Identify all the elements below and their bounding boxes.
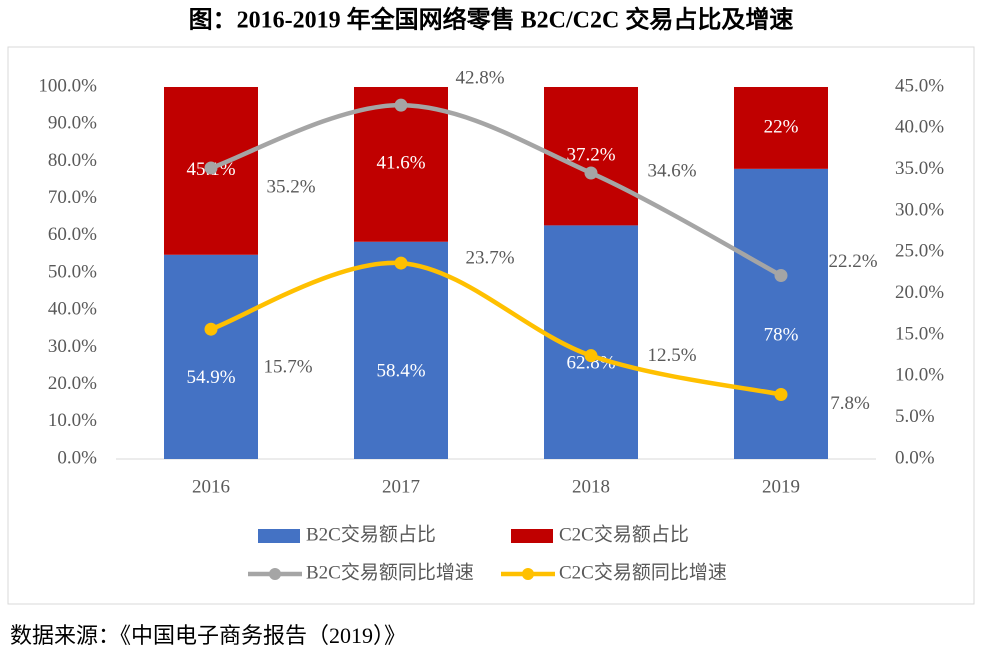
legend-swatch [258,529,300,543]
bar [734,87,828,169]
line-label: 22.2% [828,251,877,272]
bar [354,87,448,242]
y-tick-label: 20.0% [48,373,97,394]
bar-label: 58.4% [376,361,425,382]
y2-tick-label: 20.0% [895,282,944,303]
line-marker [774,388,788,402]
line [210,260,782,397]
x-tick-label: 2019 [762,476,800,497]
legend-swatch [511,529,553,543]
line-marker [584,349,598,363]
line [210,102,783,278]
y2-tick-label: 10.0% [895,365,944,386]
bar-label: 54.9% [186,367,235,388]
legend-label: B2C交易额同比增速 [306,561,474,583]
line-marker [394,256,408,270]
line-label: 42.8% [455,68,504,89]
y-tick-label: 50.0% [48,261,97,282]
line-marker [204,161,218,175]
y-tick-label: 0.0% [57,447,97,468]
bar [164,254,258,459]
y-tick-label: 90.0% [48,113,97,134]
line-marker [584,166,598,180]
line-label: 7.8% [830,393,870,414]
line-label: 15.7% [263,357,312,378]
y-tick-label: 80.0% [48,150,97,171]
source-note: 数据来源：《中国电子商务报告（2019）》 [10,623,406,648]
legend-swatch [269,568,281,580]
y2-tick-label: 45.0% [895,75,944,96]
legend-label: C2C交易额同比增速 [559,561,727,583]
legend-label: B2C交易额占比 [306,523,436,545]
line-label: 35.2% [266,176,315,197]
y2-tick-label: 15.0% [895,323,944,344]
y-tick-label: 40.0% [48,299,97,320]
line-label: 23.7% [465,247,514,268]
line-marker [204,322,218,336]
y-tick-label: 30.0% [48,336,97,357]
bar [734,168,828,459]
y2-tick-label: 0.0% [895,447,935,468]
line-label: 12.5% [647,345,696,366]
y-tick-label: 100.0% [38,75,97,96]
y2-tick-label: 35.0% [895,158,944,179]
x-tick-label: 2018 [572,476,610,497]
y2-tick-label: 25.0% [895,241,944,262]
x-tick-label: 2017 [382,476,420,497]
chart-frame [7,46,975,605]
y2-tick-label: 30.0% [895,199,944,220]
bar-label: 41.6% [376,153,425,174]
bar-label: 37.2% [566,145,615,166]
x-tick-label: 2016 [192,476,230,497]
y-tick-label: 10.0% [48,410,97,431]
y2-tick-label: 5.0% [895,406,935,427]
y2-tick-label: 40.0% [895,117,944,138]
line-label: 34.6% [647,160,696,181]
bar-label: 22% [764,116,799,137]
line-marker [774,268,788,282]
chart-title: 图：2016-2019 年全国网络零售 B2C/C2C 交易占比及增速 [189,6,794,34]
y-tick-label: 70.0% [48,187,97,208]
line-marker [394,98,408,112]
bar [354,241,448,459]
legend-swatch [522,568,534,580]
y-tick-label: 60.0% [48,224,97,245]
legend-label: C2C交易额占比 [559,523,689,545]
bar-label: 78% [764,324,799,345]
